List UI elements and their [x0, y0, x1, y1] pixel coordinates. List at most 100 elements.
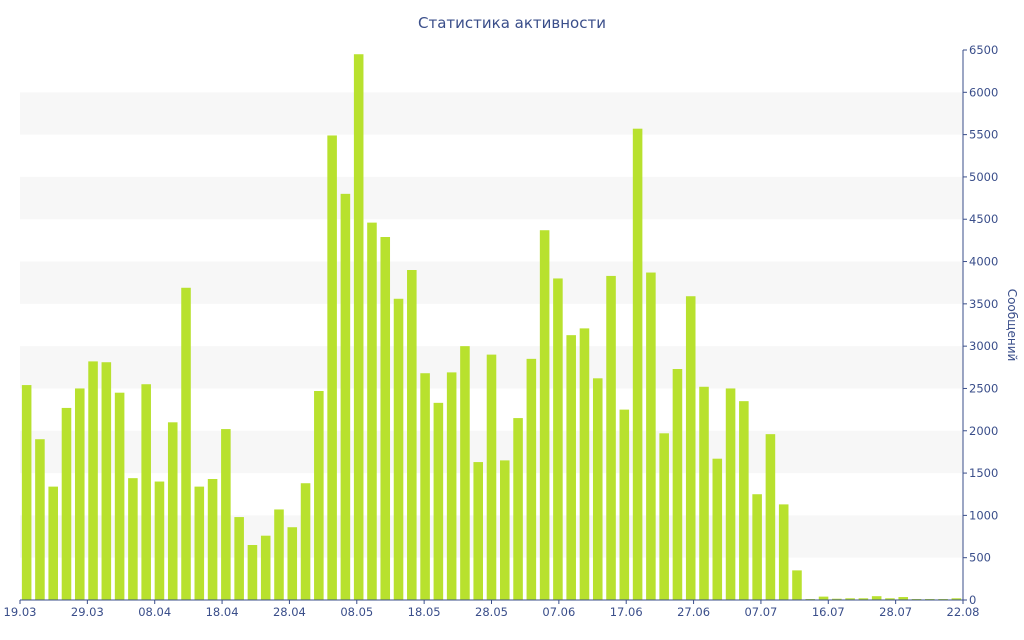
- bar: [141, 384, 151, 600]
- bar: [114, 392, 125, 600]
- bar: [21, 385, 32, 600]
- x-tick-label: 22.08: [947, 605, 980, 619]
- bar: [592, 378, 603, 600]
- x-tick-label: 18.05: [408, 605, 441, 619]
- y-tick-label: 5000: [969, 170, 998, 184]
- bar: [48, 486, 58, 600]
- bar: [353, 54, 364, 600]
- y-tick-label: 5500: [969, 128, 998, 142]
- y-tick-label: 1500: [969, 466, 998, 480]
- x-tick-label: 08.05: [340, 605, 373, 619]
- bar: [885, 598, 895, 600]
- bar: [314, 391, 324, 600]
- bar: [619, 409, 630, 600]
- bar: [367, 222, 377, 600]
- bar: [553, 278, 563, 600]
- bar: [539, 230, 550, 600]
- bar: [154, 481, 165, 600]
- bar: [274, 509, 284, 600]
- bar: [500, 460, 510, 600]
- bar: [247, 545, 258, 600]
- x-tick-label: 27.06: [677, 605, 710, 619]
- y-tick-label: 0: [969, 593, 976, 607]
- bar: [35, 439, 45, 600]
- y-tick-label: 6000: [969, 85, 998, 99]
- bar: [446, 372, 457, 600]
- bar: [473, 462, 483, 600]
- bar: [871, 596, 882, 600]
- bar: [74, 388, 85, 600]
- bar: [513, 418, 523, 600]
- bar: [739, 401, 749, 600]
- bar: [167, 422, 178, 600]
- y-tick-label: 4500: [969, 212, 998, 226]
- bar: [566, 335, 576, 600]
- bar: [234, 517, 244, 600]
- bar: [287, 527, 298, 600]
- y-tick-label: 3000: [969, 339, 998, 353]
- y-tick-label: 2000: [969, 424, 998, 438]
- bar: [327, 135, 337, 600]
- bar: [407, 270, 417, 600]
- bar: [646, 272, 656, 600]
- bar: [752, 494, 762, 600]
- x-tick-label: 08.04: [138, 605, 171, 619]
- x-tick-label: 18.04: [206, 605, 239, 619]
- bar: [393, 298, 404, 600]
- bar: [606, 275, 616, 600]
- x-tick-label: 28.07: [879, 605, 912, 619]
- bar: [207, 479, 218, 600]
- grid-band: [20, 176, 963, 220]
- bar: [832, 598, 842, 600]
- bar: [433, 402, 444, 600]
- grid-band: [20, 261, 963, 304]
- bar: [380, 237, 391, 600]
- bar: [659, 433, 669, 600]
- bar: [300, 483, 311, 600]
- x-tick-label: 19.03: [4, 605, 37, 619]
- bar: [672, 369, 683, 600]
- y-tick-label: 500: [969, 551, 991, 565]
- x-tick-label: 07.06: [542, 605, 575, 619]
- x-tick-label: 17.06: [610, 605, 643, 619]
- bar: [685, 296, 696, 600]
- bar: [340, 193, 351, 600]
- y-tick-label: 4000: [969, 255, 998, 269]
- bar: [579, 328, 590, 600]
- grid-band: [20, 92, 963, 135]
- bar: [632, 128, 643, 600]
- y-tick-label: 2500: [969, 381, 998, 395]
- bar: [858, 598, 869, 600]
- y-tick-label: 6500: [969, 43, 998, 57]
- x-tick-label: 16.07: [812, 605, 845, 619]
- bar: [88, 361, 98, 600]
- x-tick-label: 29.03: [71, 605, 104, 619]
- bar: [725, 388, 736, 600]
- bar: [792, 570, 802, 600]
- bar: [699, 386, 709, 600]
- bar: [181, 287, 191, 600]
- bar: [221, 429, 231, 600]
- bar: [460, 346, 470, 600]
- chart-title: Статистика активности: [418, 14, 606, 32]
- bar: [526, 358, 537, 600]
- bar: [898, 597, 909, 600]
- bar: [778, 504, 789, 600]
- bar: [128, 478, 138, 600]
- bar: [194, 486, 205, 600]
- bar: [845, 598, 855, 600]
- bar: [951, 598, 962, 600]
- bar: [101, 362, 112, 600]
- x-tick-label: 28.04: [273, 605, 306, 619]
- x-tick-label: 07.07: [744, 605, 777, 619]
- bar: [712, 458, 723, 600]
- bar: [420, 373, 430, 600]
- y-tick-label: 1000: [969, 508, 998, 522]
- bar: [818, 596, 829, 600]
- y-axis-label: Сообщений: [1005, 288, 1019, 362]
- x-tick-label: 28.05: [475, 605, 508, 619]
- bar: [260, 535, 271, 600]
- bar: [765, 434, 776, 600]
- y-tick-label: 3500: [969, 297, 998, 311]
